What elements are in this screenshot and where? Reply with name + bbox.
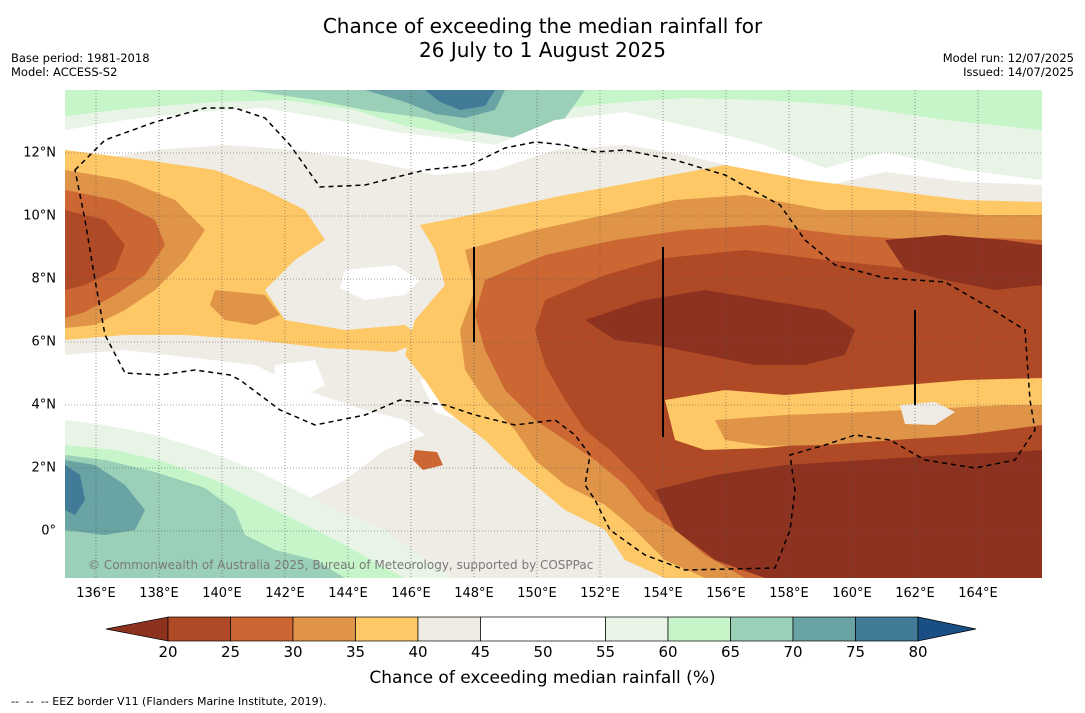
map-title: Chance of exceeding the median rainfall …: [0, 14, 1085, 62]
lon-label: 138°E: [139, 586, 179, 601]
field-30-35-strip: [715, 405, 1042, 446]
swatch-35-40: [355, 616, 419, 642]
island-lines: [473, 247, 916, 437]
colorbar-tick: 75: [845, 643, 866, 661]
lon-label: 148°E: [454, 586, 494, 601]
lat-label: 10°N: [23, 208, 56, 224]
colorbar-swatches: [106, 616, 977, 642]
meta-left: Base period: 1981-2018 Model: ACCESS-S2: [11, 51, 150, 79]
swatch-30-35: [292, 616, 356, 642]
swatch-20-25: [167, 616, 231, 642]
lon-label: 140°E: [202, 586, 242, 601]
field-45-55-pocket-2: [273, 360, 325, 398]
lon-label: 160°E: [832, 586, 872, 601]
field-45-55-pocket: [340, 265, 420, 300]
issued-text: Issued: 14/07/2025: [963, 65, 1074, 79]
colorbar-tick: 70: [783, 643, 803, 661]
colorbar-tick: 35: [345, 643, 366, 661]
colorbar-title: Chance of exceeding median rainfall (%): [369, 668, 716, 688]
swatch-60-65: [667, 616, 731, 642]
field-under-20-central: [585, 290, 855, 365]
lon-label: 144°E: [328, 586, 368, 601]
colorbar-tick: 30: [283, 643, 303, 661]
lat-label: 4°N: [31, 397, 57, 413]
colorbar-tick: 20: [158, 643, 178, 661]
colorbar-tick: 55: [595, 643, 616, 661]
lon-label: 150°E: [517, 586, 557, 601]
field-60-65-north: [65, 90, 1042, 134]
swatch-70-75: [792, 616, 856, 642]
colorbar-tick: 65: [720, 643, 741, 661]
rainfall-probability-map: © Commonwealth of Australia 2025, Bureau…: [65, 90, 1042, 578]
lon-label: 136°E: [76, 586, 116, 601]
eez-borders: [74, 107, 1036, 571]
lon-label: 158°E: [769, 586, 809, 601]
lat-label: 12°N: [23, 145, 56, 161]
field-75-80-southwest: [65, 465, 85, 515]
base-period-text: Base period: 1981-2018: [11, 51, 150, 65]
field-55-60-north: [65, 90, 1042, 180]
colorbar-tick: 40: [408, 643, 428, 661]
swatch-25-30: [230, 616, 294, 642]
graticule: [65, 90, 1042, 578]
field-65-70-north: [245, 90, 585, 138]
field-70-75-southwest: [65, 460, 145, 535]
colorbar-tick: 80: [908, 643, 928, 661]
lon-label: 154°E: [643, 586, 683, 601]
colorbar: [106, 616, 977, 642]
lat-label: 6°N: [31, 334, 57, 350]
copyright-text: © Commonwealth of Australia 2025, Bureau…: [88, 558, 593, 572]
field-25-30-pocket: [413, 450, 443, 470]
swatch-under: [106, 616, 169, 642]
swatch-40-45: [417, 616, 481, 642]
map-canvas: © Commonwealth of Australia 2025, Bureau…: [65, 90, 1042, 578]
field-40-45-pocket-east: [900, 402, 955, 425]
swatch-65-70: [730, 616, 794, 642]
lat-label: 8°N: [31, 271, 57, 287]
field-45-55-north: [65, 108, 1042, 186]
title-line-2: 26 July to 1 August 2025: [419, 38, 666, 62]
lon-label: 152°E: [580, 586, 620, 601]
model-run-text: Model run: 12/07/2025: [942, 51, 1074, 65]
lon-label: 146°E: [391, 586, 431, 601]
field-75-80-north: [425, 90, 495, 110]
colorbar-tick: 50: [533, 643, 553, 661]
swatch-45-55: [480, 616, 606, 642]
swatch-75-80: [855, 616, 919, 642]
field-65-70-southwest: [65, 455, 345, 578]
meta-right: Model run: 12/07/2025 Issued: 14/07/2025: [943, 51, 1074, 79]
colorbar-tick: 25: [220, 643, 241, 661]
lon-label: 164°E: [958, 586, 998, 601]
title-line-1: Chance of exceeding the median rainfall …: [322, 14, 763, 38]
lat-label: 2°N: [31, 460, 57, 476]
field-under-20-southeast: [655, 450, 1042, 578]
lon-label: 162°E: [895, 586, 935, 601]
colorbar-tick: 45: [470, 643, 491, 661]
field-30-35-pocket: [210, 290, 280, 325]
eez-footnote: -- -- -- EEZ border V11 (Flanders Marine…: [11, 695, 327, 708]
colorbar-tick: 60: [658, 643, 678, 661]
swatch-over: [917, 616, 977, 642]
lon-label: 156°E: [706, 586, 746, 601]
lat-label: 0°: [41, 523, 56, 539]
model-text: Model: ACCESS-S2: [11, 65, 118, 79]
lon-label: 142°E: [265, 586, 305, 601]
swatch-55-60: [605, 616, 669, 642]
field-20-25-west: [65, 210, 125, 290]
field-under-20-northeast: [885, 235, 1042, 290]
